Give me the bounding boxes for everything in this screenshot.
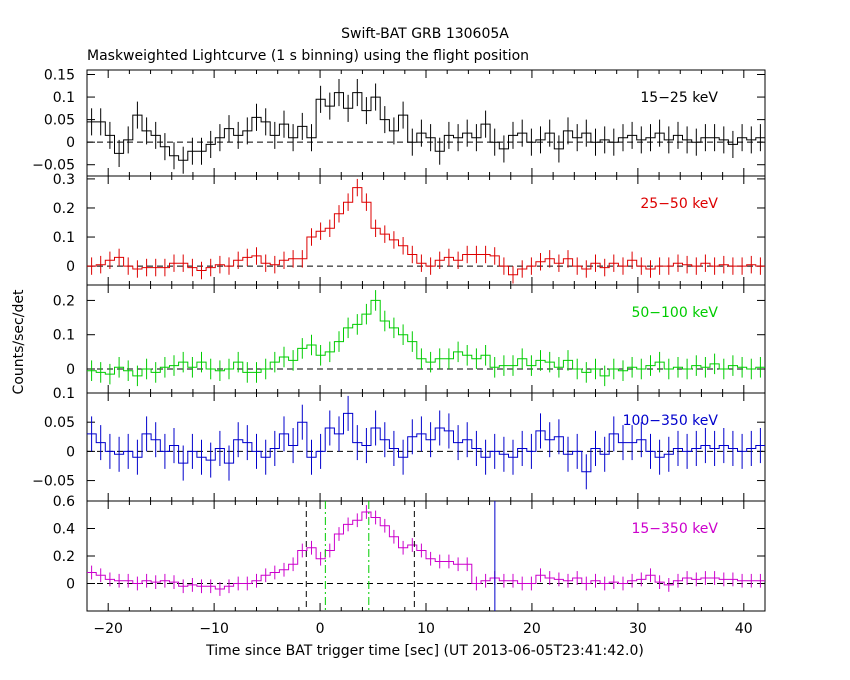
y-tick-label: 0.1 — [53, 386, 75, 402]
y-tick-label: 0 — [66, 135, 75, 151]
x-tick-label: 30 — [629, 621, 647, 637]
panel-1: −0.05 0 0.05 0.1 0.15 15−25 keV — [32, 68, 766, 177]
y-tick-label: 0 — [66, 577, 75, 593]
x-tick-label: 10 — [417, 621, 435, 637]
y-axis-label: Counts/sec/det — [11, 289, 27, 394]
y-tick-label: 0.1 — [53, 230, 75, 246]
y-tick-label: 0.05 — [44, 113, 75, 129]
band-label: 50−100 keV — [631, 305, 718, 321]
lightcurve-step — [87, 299, 765, 377]
y-tick-label: 0.6 — [53, 494, 75, 510]
panel-frame — [86, 69, 766, 177]
panels-group: −0.05 0 0.05 0.1 0.15 15−25 keV 0 0.1 0.2 0.3 25−5… — [32, 68, 766, 637]
y-tick-label: 0.2 — [53, 549, 75, 565]
x-tick-label: 20 — [523, 621, 541, 637]
y-tick-label: 0 — [66, 362, 75, 378]
y-tick-label: 0.4 — [53, 522, 75, 538]
lightcurve-step — [87, 92, 765, 161]
band-label: 15−25 keV — [640, 90, 718, 106]
y-tick-label: 0.05 — [44, 415, 75, 431]
x-tick-label: −20 — [93, 621, 123, 637]
y-tick-label: −0.05 — [32, 158, 75, 174]
x-tick-label: 0 — [316, 621, 325, 637]
panel-2: 0 0.1 0.2 0.3 25−50 keV — [53, 172, 766, 286]
y-tick-label: 0.1 — [53, 90, 75, 106]
chart-title: Swift-BAT GRB 130605A — [341, 26, 509, 42]
band-label: 15−350 keV — [631, 521, 718, 537]
y-tick-label: 0.1 — [53, 328, 75, 344]
panel-4: −0.05 0 0.05 0.1 100−350 keV — [32, 386, 766, 502]
band-label: 25−50 keV — [640, 196, 718, 212]
lightcurve-step — [87, 511, 765, 590]
panel-frame — [86, 284, 766, 394]
y-tick-label: 0.2 — [53, 201, 75, 217]
lightcurve-step — [87, 187, 765, 276]
y-tick-label: −0.05 — [32, 474, 75, 490]
chart-subtitle: Maskweighted Lightcurve (1 s binning) us… — [87, 48, 529, 64]
y-tick-label: 0.3 — [53, 172, 75, 188]
panel-3: 0 0.1 0.2 50−100 keV — [53, 284, 766, 394]
panel-5: 0 0.2 0.4 0.6 15−350 keV −20 −10 0 10 20 30 40 — [53, 494, 766, 637]
y-tick-label: 0.2 — [53, 293, 75, 309]
panel-frame — [86, 392, 766, 502]
lightcurve-step — [87, 412, 765, 473]
y-tick-label: 0 — [66, 444, 75, 460]
band-label: 100−350 keV — [623, 413, 719, 429]
x-tick-label: −10 — [199, 621, 229, 637]
y-tick-label: 0.15 — [44, 68, 75, 84]
panel-frame — [86, 175, 766, 286]
x-tick-label: 40 — [735, 621, 753, 637]
y-tick-label: 0 — [66, 259, 75, 275]
x-axis-label: Time since BAT trigger time [sec] (UT 20… — [205, 643, 644, 659]
